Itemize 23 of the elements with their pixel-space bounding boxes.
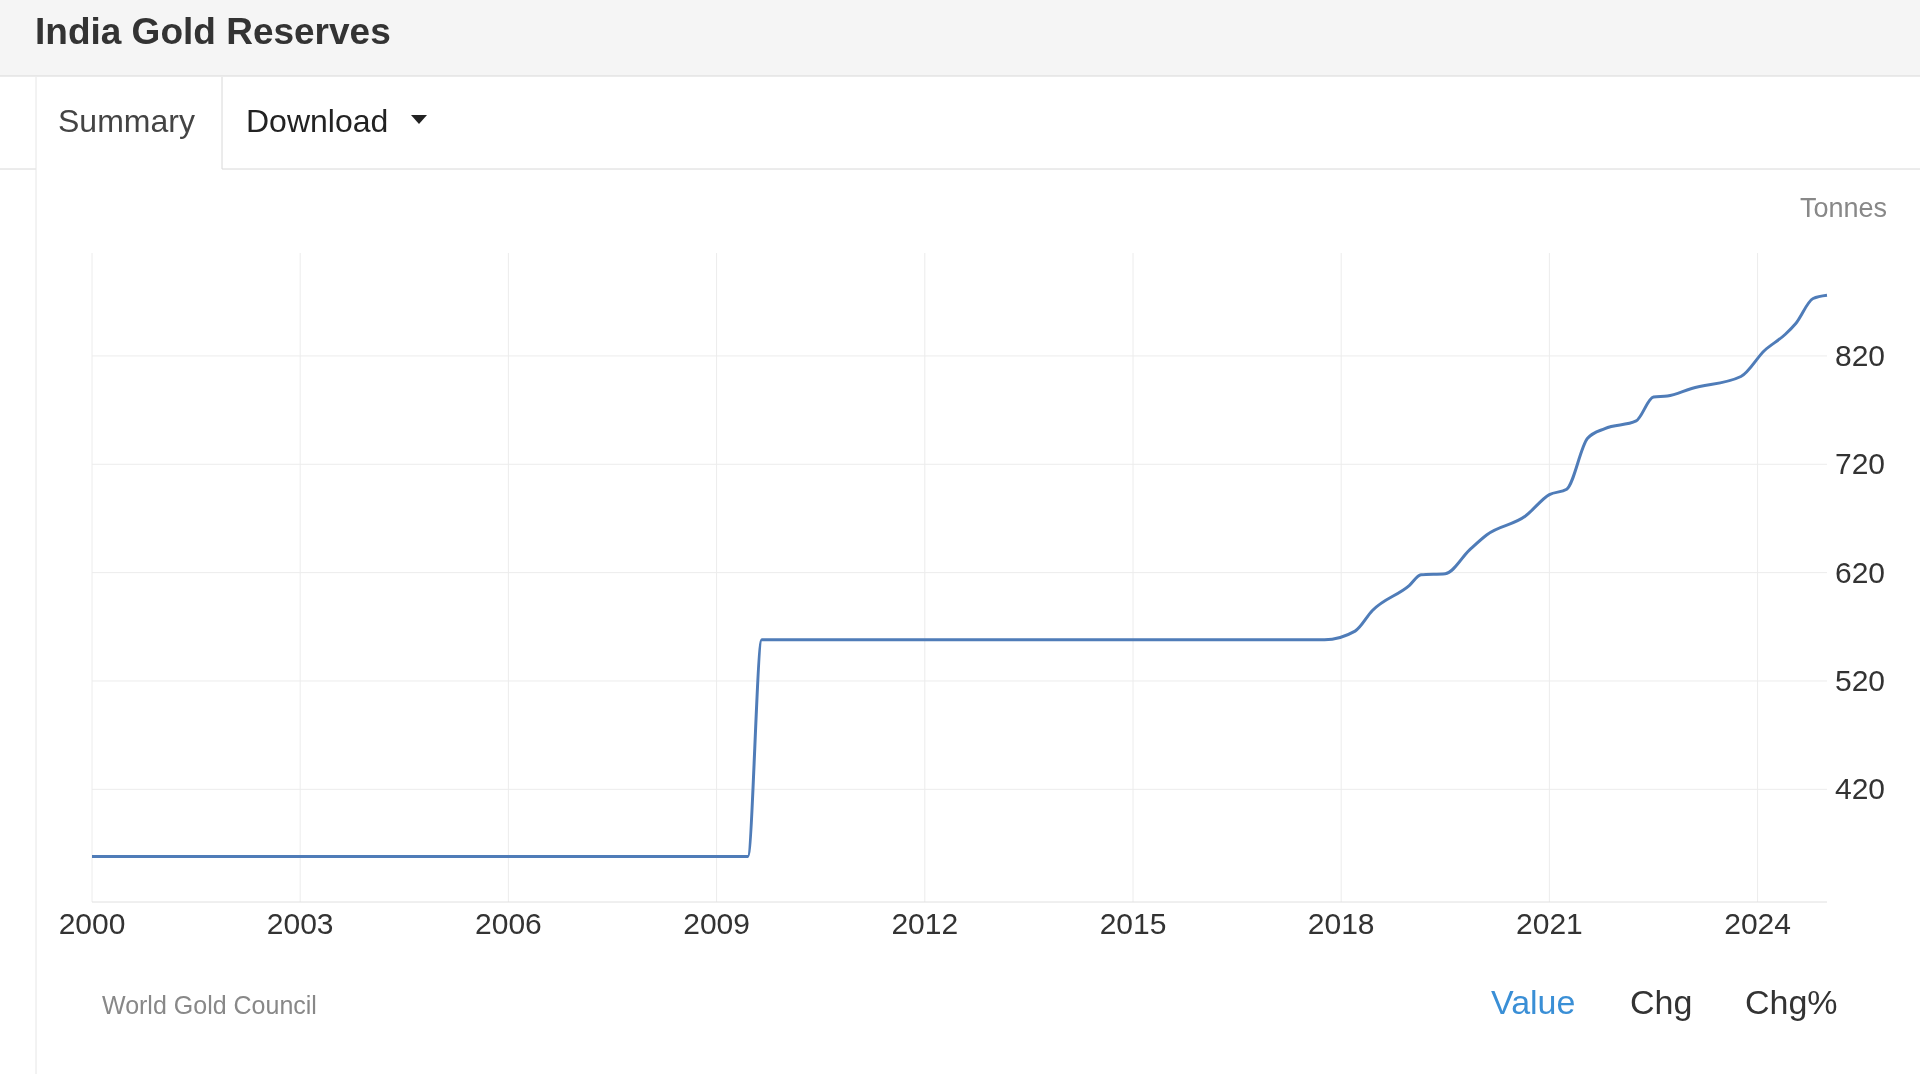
y-tick-label: 420	[1835, 772, 1886, 806]
x-tick-label: 2018	[1307, 907, 1375, 940]
x-tick-label: 2009	[683, 907, 750, 940]
y-axis-title: Tonnes	[1799, 193, 1887, 223]
x-tick-label: 2015	[1099, 907, 1167, 940]
x-tick-label: 2024	[1724, 907, 1791, 940]
line-series	[90, 293, 1829, 858]
x-tick-label: 2000	[58, 907, 126, 940]
x-tick-label: 2021	[1516, 907, 1583, 940]
y-tick-label: 720	[1835, 447, 1886, 481]
text: Summary	[58, 103, 195, 139]
text: Chg%	[1745, 983, 1838, 1021]
chart-title: India Gold Reserves	[35, 11, 391, 52]
text: Download	[246, 103, 389, 139]
x-tick-label: 2006	[475, 907, 542, 940]
y-tick-label: 820	[1835, 338, 1886, 372]
text: Value	[1491, 983, 1576, 1021]
x-tick-label: 2012	[891, 907, 959, 940]
y-tick-label: 620	[1835, 555, 1886, 589]
x-tick-label: 2003	[266, 907, 334, 940]
y-tick-label: 520	[1835, 663, 1886, 697]
text: World Gold Council	[102, 991, 317, 1019]
text: Chg	[1630, 983, 1693, 1021]
